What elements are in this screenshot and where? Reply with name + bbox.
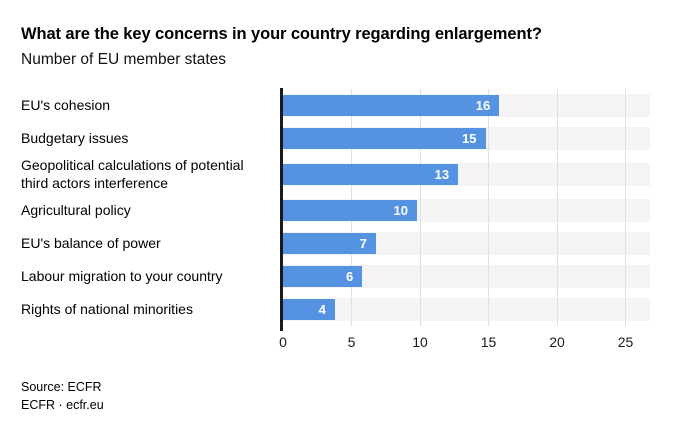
category-label: EU's balance of power [21,235,161,252]
bar-track: 16 [280,94,650,117]
category-label: Budgetary issues [21,130,129,147]
bar-chart: EU's cohesion 16 Budgetary issues 15 Geopoli… [21,88,653,357]
bar-track: 4 [280,297,650,321]
chart-row: Agricultural policy 10 [21,194,653,227]
bar: 10 [280,199,417,221]
value-label: 15 [462,131,477,146]
x-tick-label: 20 [549,333,565,350]
gridline [419,89,421,326]
bar: 4 [280,298,335,320]
value-label: 4 [318,301,326,317]
category-label: Labour migration to your country [21,268,223,285]
chart-row: Rights of national minorities 4 [21,293,653,326]
bar: 13 [280,163,459,185]
page-subtitle: Number of EU member states [21,51,227,68]
value-label: 7 [359,235,367,251]
bar-track: 6 [280,264,650,288]
bar: 16 [280,95,500,116]
credit-text: ECFR · ecfr.eu [21,398,104,413]
x-tick-label: 25 [617,333,634,350]
x-tick-label: 0 [279,333,287,350]
chart-row: EU's balance of power 7 [21,227,653,260]
source-text: Source: ECFR [21,379,102,394]
x-tick-label: 15 [480,333,497,350]
bar-track: 10 [280,198,650,222]
x-axis: 0 5 10 15 20 25 [21,335,653,357]
chart-row: Budgetary issues 15 [21,122,653,155]
gridline [488,89,489,326]
value-label: 10 [393,202,408,218]
y-axis-line [280,88,283,331]
value-label: 6 [345,268,354,284]
bar: 15 [280,128,486,149]
footer: Source: ECFR ECFR · ecfr.eu [21,378,653,414]
category-label: Geopolitical calculations of potential t… [21,157,244,192]
bar: 7 [280,232,376,254]
chart-row: Geopolitical calculations of potential t… [21,155,653,194]
bar-track: 7 [280,231,650,255]
bar-track: 15 [280,127,650,150]
bar-track: 13 [280,162,650,186]
category-label: EU's cohesion [21,97,111,114]
chart-row: Labour migration to your country 6 [21,260,653,293]
chart-row: EU's cohesion 16 [21,89,653,122]
value-label: 16 [475,98,491,113]
gridline [625,89,626,326]
chart-body: EU's cohesion 16 Budgetary issues 15 Geopoli… [21,88,653,331]
category-label: Rights of national minorities [21,301,193,318]
bar: 6 [280,265,363,287]
page-title: What are the key concerns in your countr… [21,25,542,43]
gridline [556,89,558,326]
x-tick-label: 10 [412,333,428,350]
value-label: 13 [434,166,450,182]
x-tick-label: 5 [347,333,356,350]
category-label: Agricultural policy [21,202,131,219]
